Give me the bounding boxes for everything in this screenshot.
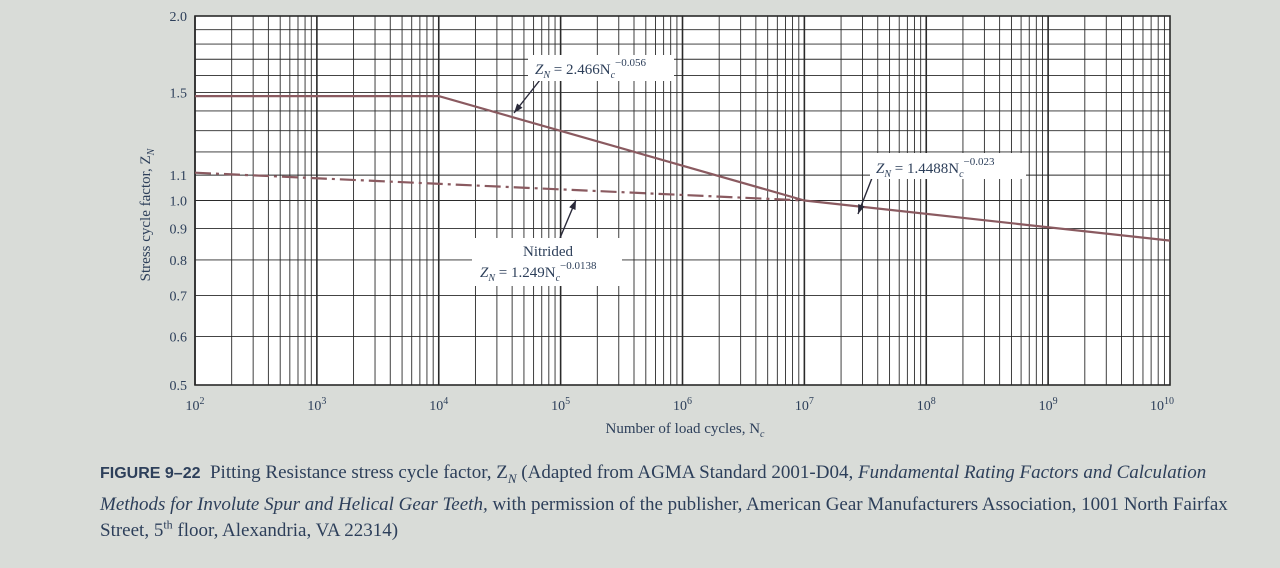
stress-cycle-chart: 0.5 0.6 0.7 0.8 0.9 1.0 1.1 1.5 2.0 102 103 104 105… <box>138 10 1175 440</box>
y-tick-label: 1.1 <box>170 169 188 184</box>
caption-text-start: Pitting Resistance stress cycle factor, … <box>209 462 508 483</box>
series-line-1 <box>195 94 805 202</box>
svg-text:ZN = 1.249Nc−0.0138: ZN = 1.249Nc−0.0138 <box>480 260 597 284</box>
y-tick-label: 1.0 <box>170 195 188 210</box>
x-tick-label: 109 <box>1039 396 1058 414</box>
grid-lines <box>194 15 1171 386</box>
x-tick-label: 107 <box>795 396 814 414</box>
nitrided-equation-label: Nitrided ZN = 1.249Nc−0.0138 <box>472 238 622 286</box>
y-tick-label: 0.9 <box>170 223 188 238</box>
x-axis-label: Number of load cycles, Nc <box>606 421 766 440</box>
caption-text-middle: (Adapted from AGMA Standard 2001-D04, <box>516 462 858 483</box>
x-tick-label: 1010 <box>1150 396 1174 414</box>
caption-z-sub: N <box>507 470 517 486</box>
figure-label: FIGURE 9–22 <box>100 465 201 482</box>
caption-italic-title: Fundamental Rating Factors and Calculati… <box>100 462 1207 515</box>
x-tick-label: 108 <box>917 396 936 414</box>
x-tick-label: 106 <box>673 396 692 414</box>
figure-caption: FIGURE 9–22 Pitting Resistance stress cy… <box>100 460 1260 544</box>
svg-text:Nitrided: Nitrided <box>523 244 573 260</box>
y-tick-labels: 0.5 0.6 0.7 0.8 0.9 1.0 1.1 1.5 2.0 <box>170 10 188 394</box>
nitrided-equation-arrow-head <box>569 200 576 210</box>
x-tick-labels: 102 103 104 105 106 107 108 109 1010 <box>186 396 1175 414</box>
y-tick-label: 0.8 <box>170 254 188 269</box>
caption-text-final: floor, Alexandria, VA 22314) <box>172 519 399 541</box>
svg-text:ZN = 2.466Nc−0.056: ZN = 2.466Nc−0.056 <box>535 57 646 81</box>
svg-text:ZN = 1.4488Nc−0.023: ZN = 1.4488Nc−0.023 <box>876 156 995 180</box>
caption-text-end: with permission of the publisher, Americ… <box>100 493 1228 541</box>
y-tick-label: 0.5 <box>170 379 188 394</box>
annotation-arrows <box>513 79 873 239</box>
y-tick-label: 1.5 <box>170 87 188 102</box>
right-equation-arrow-head <box>858 204 865 214</box>
x-tick-label: 105 <box>551 396 570 414</box>
x-tick-label: 103 <box>307 396 326 414</box>
right-equation-label: ZN = 1.4488Nc−0.023 <box>870 153 1026 180</box>
series-line-3 <box>194 171 805 202</box>
caption-superscript: th <box>163 517 173 532</box>
data-series <box>194 94 1171 242</box>
upper-equation-label: ZN = 2.466Nc−0.056 <box>528 55 674 81</box>
y-tick-label: 2.0 <box>170 10 188 25</box>
upper-equation-arrow-head <box>514 103 523 113</box>
x-tick-label: 104 <box>429 396 448 414</box>
y-tick-label: 0.6 <box>170 331 188 346</box>
series-line-2 <box>804 199 1171 242</box>
y-tick-label: 0.7 <box>170 289 188 304</box>
y-axis-label: Stress cycle factor, ZN <box>138 147 157 281</box>
x-tick-label: 102 <box>186 396 205 414</box>
